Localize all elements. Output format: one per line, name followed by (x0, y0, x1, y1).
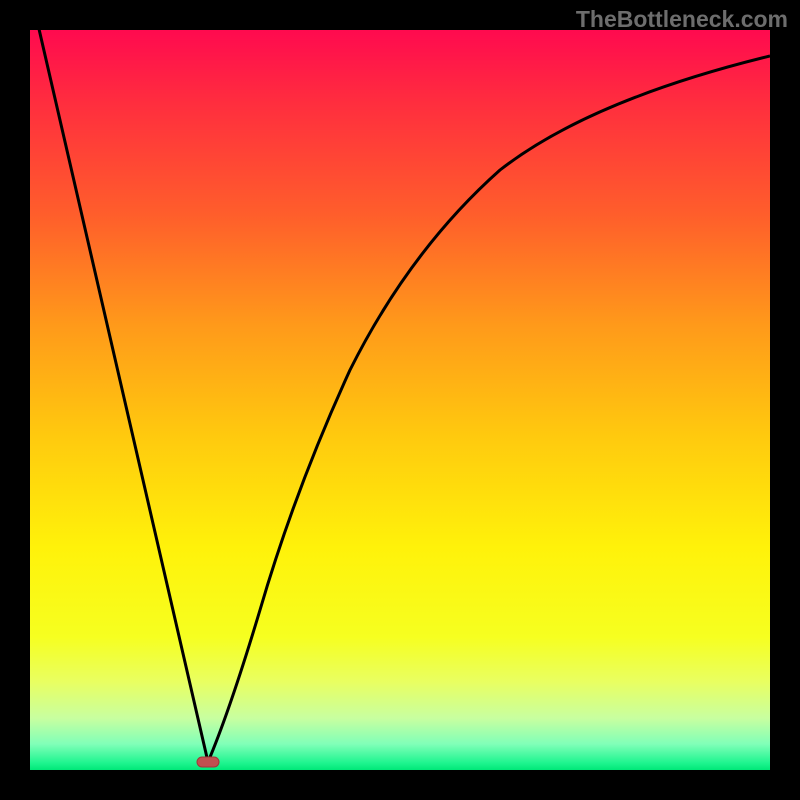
plot-area (30, 30, 770, 770)
min-marker (197, 757, 219, 767)
plot-svg (30, 30, 770, 770)
gradient-background (30, 30, 770, 770)
figure-container: TheBottleneck.com (0, 0, 800, 800)
watermark-text: TheBottleneck.com (576, 6, 788, 33)
